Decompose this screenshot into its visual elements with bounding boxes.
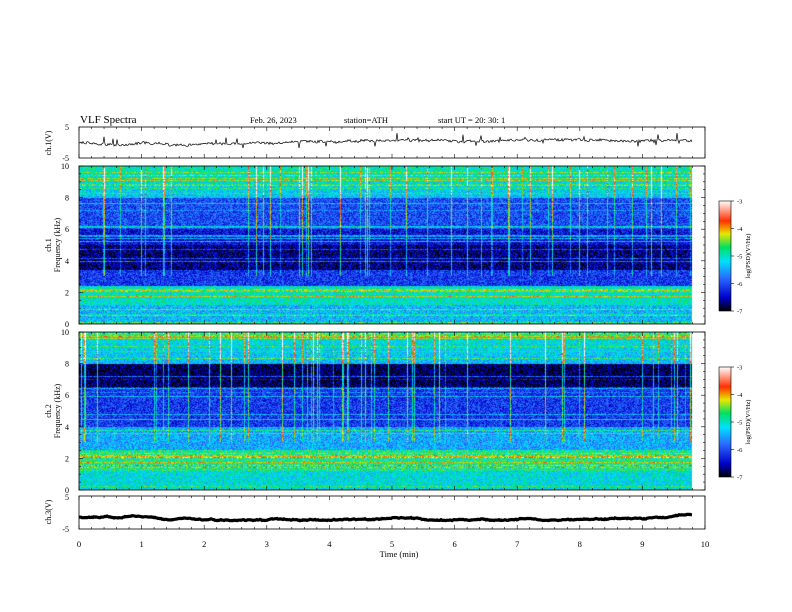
colorbar-2-ticks: -3 -4 -5 -6 -7 [731, 365, 743, 482]
freq-tick-label: 8 [65, 360, 69, 369]
freq-tick-label: 0 [65, 486, 69, 495]
freq-tick-label: 8 [65, 194, 69, 203]
colorbar-2-label: log(PSD)(V²/Hz) [745, 400, 752, 445]
colorbar-tick-label: -5 [737, 254, 742, 261]
freq-tick-label: 2 [65, 288, 69, 297]
axis-tick-marks [78, 127, 706, 529]
colorbar-2-bar [718, 366, 732, 478]
ch1-spectrogram-panel: 0 2 4 6 8 10 ch.1 Frequency (kHz) [44, 162, 706, 329]
ch1-frame [78, 126, 706, 159]
x-tick-label: 8 [578, 539, 582, 549]
station-label: station=ATH [344, 115, 388, 125]
x-tick-label: 5 [390, 539, 394, 549]
colorbar-tick-label: -7 [737, 475, 743, 482]
colorbar-tick-label: -6 [737, 447, 743, 454]
ch1-ylabel: ch.1(V) [44, 130, 53, 155]
ch2-spectrogram-panel: 0 2 4 6 8 10 ch.2 Frequency (kHz) [44, 328, 706, 495]
colorbar-tick-label: -4 [737, 226, 743, 233]
spec1-ytick-labels: 0 2 4 6 8 10 [61, 162, 69, 329]
x-tick-label: 6 [452, 539, 456, 549]
colorbar-tick-label: -6 [737, 281, 743, 288]
x-tick-label: 10 [701, 539, 710, 549]
freq-tick-label: 6 [65, 225, 69, 234]
start-time-label: start UT = 20: 30: 1 [438, 115, 505, 125]
colorbar-tick-label: -3 [737, 199, 742, 206]
colorbar-tick-label: -4 [737, 392, 743, 399]
colorbar-tick-label: -3 [737, 365, 742, 372]
ch3-frame [78, 495, 706, 530]
x-tick-label: 4 [327, 539, 332, 549]
spec2-ylabel-line2: Frequency (kHz) [53, 383, 62, 438]
ch1-ytick-top: 5 [65, 123, 69, 132]
spec2-ylabel-line1: ch.2 [44, 404, 53, 418]
ch1-ytick-bottom: -5 [62, 154, 69, 163]
ch1-trace [78, 133, 693, 149]
colorbar-1-bar [718, 200, 732, 312]
colorbar-1-label: log(PSD)(V²/Hz) [745, 234, 752, 279]
freq-tick-label: 4 [65, 423, 69, 432]
ch3-ylabel: ch.3(V) [44, 499, 53, 524]
x-axis-label: Time (min) [380, 549, 419, 559]
date-label: Feb. 26, 2023 [250, 115, 297, 125]
colorbar-tick-label: -5 [737, 420, 742, 427]
colorbar-1: -3 -4 -5 -6 -7 log(PSD)(V²/Hz) [718, 199, 752, 316]
freq-tick-label: 4 [65, 257, 69, 266]
ch2-spectrogram [79, 332, 705, 490]
spec1-ylabel-line1: ch.1 [44, 238, 53, 252]
x-tick-label: 2 [202, 539, 206, 549]
colorbar-tick-label: -7 [737, 309, 743, 316]
ch3-ytick-bottom: -5 [62, 525, 69, 534]
ch1-spectrogram [79, 166, 705, 324]
x-tick-label: 7 [515, 539, 519, 549]
ch3-waveform-panel: 5 -5 ch.3(V) [44, 493, 706, 534]
freq-tick-label: 10 [61, 162, 69, 171]
freq-tick-label: 10 [61, 328, 69, 337]
freq-tick-label: 6 [65, 391, 69, 400]
x-tick-label: 3 [265, 539, 269, 549]
spec2-ytick-labels: 0 2 4 6 8 10 [61, 328, 69, 495]
x-tick-label: 0 [77, 539, 81, 549]
freq-tick-label: 0 [65, 320, 69, 329]
freq-tick-label: 2 [65, 454, 69, 463]
ch1-waveform-panel: 5 -5 ch.1(V) [44, 123, 706, 163]
figure-title: VLF Spectra [80, 114, 137, 126]
ch3-trace [78, 512, 693, 523]
spec1-ylabel-line2: Frequency (kHz) [53, 217, 62, 272]
x-tick-labels: 0 1 2 3 4 5 6 7 8 9 10 [77, 539, 709, 549]
colorbar-2: -3 -4 -5 -6 -7 log(PSD)(V²/Hz) [718, 365, 752, 482]
x-tick-label: 9 [640, 539, 644, 549]
colorbar-1-ticks: -3 -4 -5 -6 -7 [731, 199, 743, 316]
ch3-ytick-top: 5 [65, 493, 69, 502]
x-tick-label: 1 [139, 539, 143, 549]
